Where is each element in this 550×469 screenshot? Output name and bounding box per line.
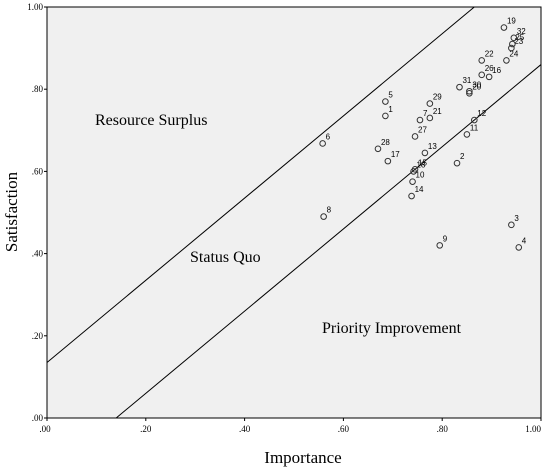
- data-point-14: [408, 192, 415, 200]
- data-point-30: [466, 87, 473, 95]
- data-point-label-8: 8: [327, 206, 332, 215]
- data-point-27: [411, 133, 419, 140]
- data-point-label-22: 22: [485, 49, 494, 58]
- data-point-label-3: 3: [514, 214, 519, 223]
- data-point-label-20: 20: [472, 82, 481, 91]
- data-point-24: [503, 57, 510, 64]
- data-point-17: [384, 157, 392, 165]
- data-point-22: [478, 57, 486, 64]
- data-point-label-25: 25: [515, 33, 524, 42]
- data-point-label-29: 29: [433, 93, 442, 102]
- data-point-label-21: 21: [433, 107, 442, 116]
- data-point-label-28: 28: [381, 138, 390, 147]
- data-point-28: [374, 145, 382, 153]
- y-tick-label: .20: [32, 331, 44, 341]
- y-axis-title: Satisfaction: [2, 171, 21, 252]
- data-point-8: [320, 213, 327, 220]
- data-point-16: [485, 73, 493, 81]
- y-tick-label: 1.00: [27, 2, 43, 12]
- data-point-label-12: 12: [477, 109, 486, 118]
- region-label-resource-surplus: Resource Surplus: [95, 112, 207, 129]
- data-point-label-1: 1: [388, 105, 393, 114]
- data-point-label-18: 18: [417, 160, 426, 169]
- data-point-label-9: 9: [443, 234, 448, 243]
- data-point-19: [500, 24, 508, 31]
- data-point-32: [510, 34, 518, 42]
- data-point-9: [436, 242, 444, 249]
- y-axis-ticks: .00 .20 .40 .60 .80 1.00: [27, 2, 47, 423]
- reference-lines: [47, 7, 541, 418]
- data-point-18: [410, 168, 417, 175]
- y-tick-label: .00: [32, 413, 44, 423]
- data-point-23: [508, 44, 515, 52]
- data-point-label-10: 10: [416, 171, 425, 180]
- region-label-priority-improvement: Priority Improvement: [322, 320, 462, 337]
- data-point-29: [426, 100, 434, 107]
- data-point-label-13: 13: [428, 142, 437, 151]
- data-point-3: [508, 221, 515, 229]
- data-point-label-31: 31: [462, 76, 471, 85]
- plot-area: [46, 6, 542, 419]
- x-tick-label: .80: [437, 424, 449, 434]
- data-point-label-27: 27: [418, 125, 427, 134]
- data-point-5: [382, 98, 389, 105]
- x-axis-ticks: .00 .20 .40 .60 .80 1.00: [39, 418, 542, 434]
- data-point-label-2: 2: [460, 152, 465, 161]
- data-point-label-16: 16: [492, 66, 501, 75]
- data-point-label-7: 7: [423, 109, 428, 118]
- data-point-label-17: 17: [391, 150, 400, 159]
- reference-line-1: [47, 7, 475, 363]
- data-point-20: [466, 90, 473, 97]
- data-point-label-19: 19: [507, 17, 516, 26]
- data-point-label-15: 15: [418, 158, 427, 167]
- reference-line-2: [115, 64, 541, 418]
- x-axis-title: Importance: [264, 448, 341, 467]
- y-tick-label: .60: [32, 166, 44, 176]
- x-tick-label: .60: [338, 424, 350, 434]
- data-point-label-11: 11: [470, 123, 479, 132]
- data-point-10: [409, 178, 416, 185]
- data-point-31: [456, 83, 463, 91]
- data-point-label-30: 30: [472, 80, 481, 89]
- y-tick-label: .80: [32, 84, 44, 94]
- data-point-6: [319, 140, 326, 147]
- x-tick-label: .20: [140, 424, 152, 434]
- data-point-label-23: 23: [514, 37, 523, 46]
- data-point-label-26: 26: [485, 64, 494, 73]
- data-point-4: [515, 244, 523, 251]
- scatter-points: 1234567891011121314151617181920212223242…: [319, 17, 527, 251]
- data-point-label-24: 24: [509, 49, 518, 58]
- data-point-label-32: 32: [517, 27, 526, 36]
- region-label-status-quo: Status Quo: [190, 249, 261, 266]
- data-point-7: [416, 116, 424, 124]
- data-point-25: [509, 40, 516, 48]
- x-tick-label: 1.00: [525, 424, 541, 434]
- data-point-1: [382, 112, 389, 120]
- data-point-label-6: 6: [326, 132, 331, 141]
- x-tick-label: .00: [39, 424, 51, 434]
- data-point-label-14: 14: [415, 185, 424, 194]
- data-point-label-4: 4: [522, 236, 527, 245]
- data-point-13: [421, 149, 429, 157]
- data-point-11: [463, 131, 471, 138]
- y-tick-label: .40: [32, 249, 44, 259]
- data-point-2: [453, 159, 461, 167]
- data-point-21: [426, 114, 434, 122]
- x-tick-label: .40: [239, 424, 251, 434]
- data-point-26: [478, 71, 486, 79]
- data-point-label-5: 5: [388, 91, 393, 100]
- data-point-12: [471, 116, 478, 124]
